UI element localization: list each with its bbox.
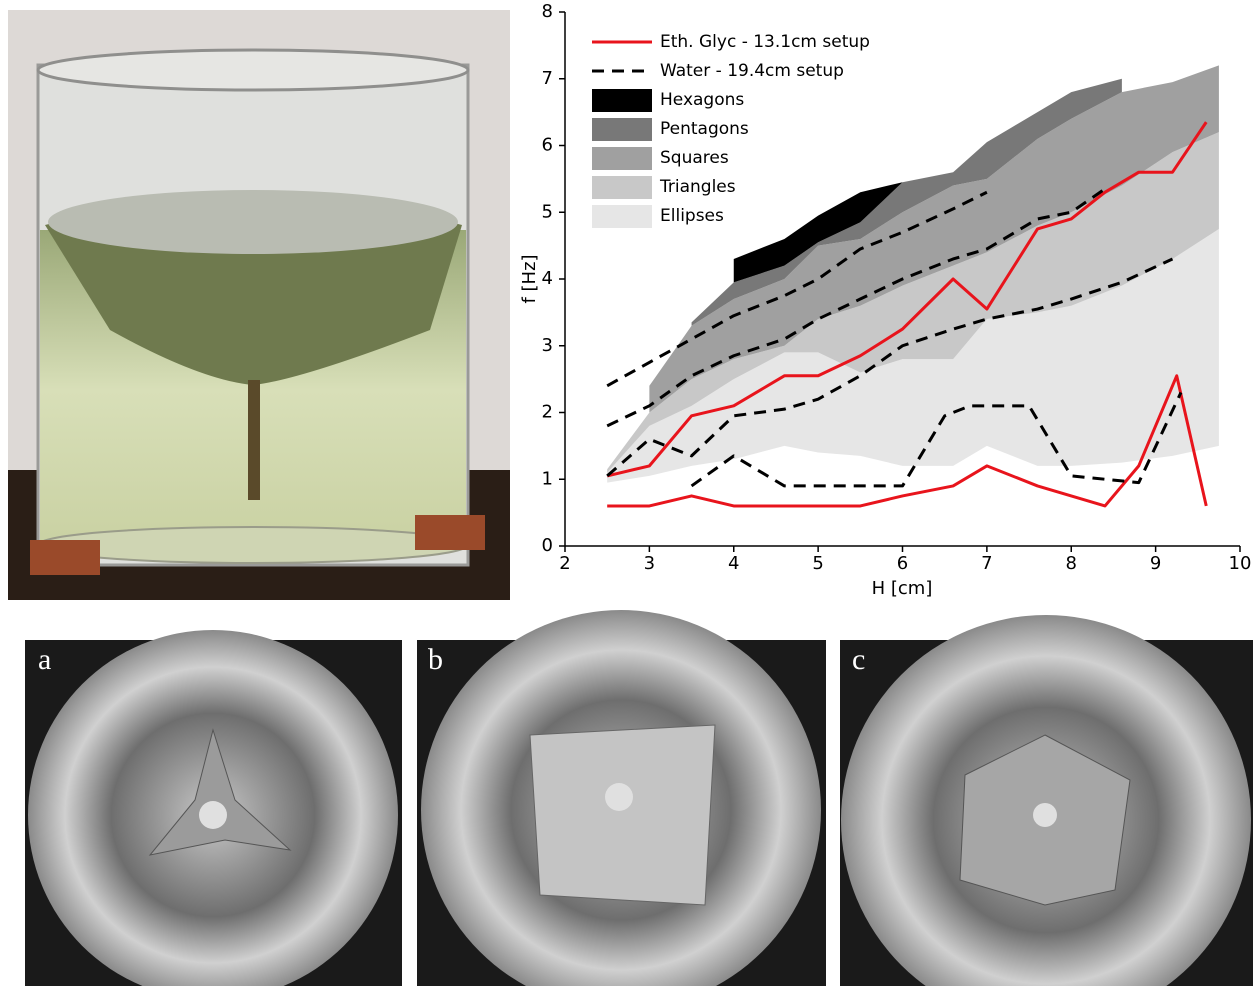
y-tick-label: 7 — [542, 68, 553, 89]
legend-label: Squares — [660, 148, 729, 168]
x-tick-label: 6 — [897, 553, 908, 574]
series-line — [606, 187, 1183, 488]
area-band — [607, 228, 1219, 483]
panel-label: a — [38, 643, 51, 676]
x-axis-label: H [cm] — [872, 578, 933, 599]
y-tick-label: 1 — [542, 468, 553, 489]
y-tick-label: 6 — [542, 135, 553, 156]
area-band — [607, 132, 1219, 473]
series-line — [606, 121, 1208, 508]
panel-label: c — [852, 643, 865, 676]
legend-swatch — [592, 205, 652, 228]
legend-swatch — [592, 89, 652, 112]
x-tick-label: 9 — [1150, 553, 1161, 574]
vortex-photo-a: a — [25, 630, 402, 986]
x-tick-label: 7 — [981, 553, 992, 574]
x-tick-label: 3 — [644, 553, 655, 574]
x-tick-label: 10 — [1229, 553, 1252, 574]
chart: H [cm] f [Hz] 0 1 2 3 4 5 6 7 8 2 3 4 5 6 7 8 9 10 Eth. Gl… — [519, 1, 1252, 599]
legend-label: Ellipses — [660, 206, 724, 226]
legend-label: Triangles — [659, 177, 736, 197]
x-tick-label: 2 — [559, 553, 570, 574]
y-tick-label: 5 — [542, 201, 553, 222]
x-tick-label: 4 — [728, 553, 739, 574]
y-tick-label: 4 — [542, 268, 553, 289]
y-tick-label: 3 — [542, 335, 553, 356]
area-band — [691, 78, 1122, 326]
y-tick-label: 8 — [542, 1, 553, 22]
apparatus-photo — [8, 10, 510, 600]
y-axis-label: f [Hz] — [519, 254, 540, 303]
legend-label: Eth. Glyc - 13.1cm setup — [660, 32, 870, 52]
area-band — [733, 182, 903, 283]
y-tick-label: 2 — [542, 402, 553, 423]
legend-swatch — [592, 176, 652, 199]
panel-label: b — [428, 643, 443, 676]
legend-label: Water - 19.4cm setup — [660, 61, 844, 81]
area-band — [649, 65, 1219, 413]
legend-swatch — [592, 118, 652, 141]
legend-swatch — [592, 147, 652, 170]
vortex-photo-b: b — [417, 610, 826, 986]
legend-label: Hexagons — [660, 90, 744, 110]
y-tick-label: 0 — [542, 535, 553, 556]
vortex-photo-c: c — [840, 615, 1253, 986]
x-tick-label: 8 — [1066, 553, 1077, 574]
legend-label: Pentagons — [660, 119, 749, 139]
x-tick-label: 5 — [812, 553, 823, 574]
